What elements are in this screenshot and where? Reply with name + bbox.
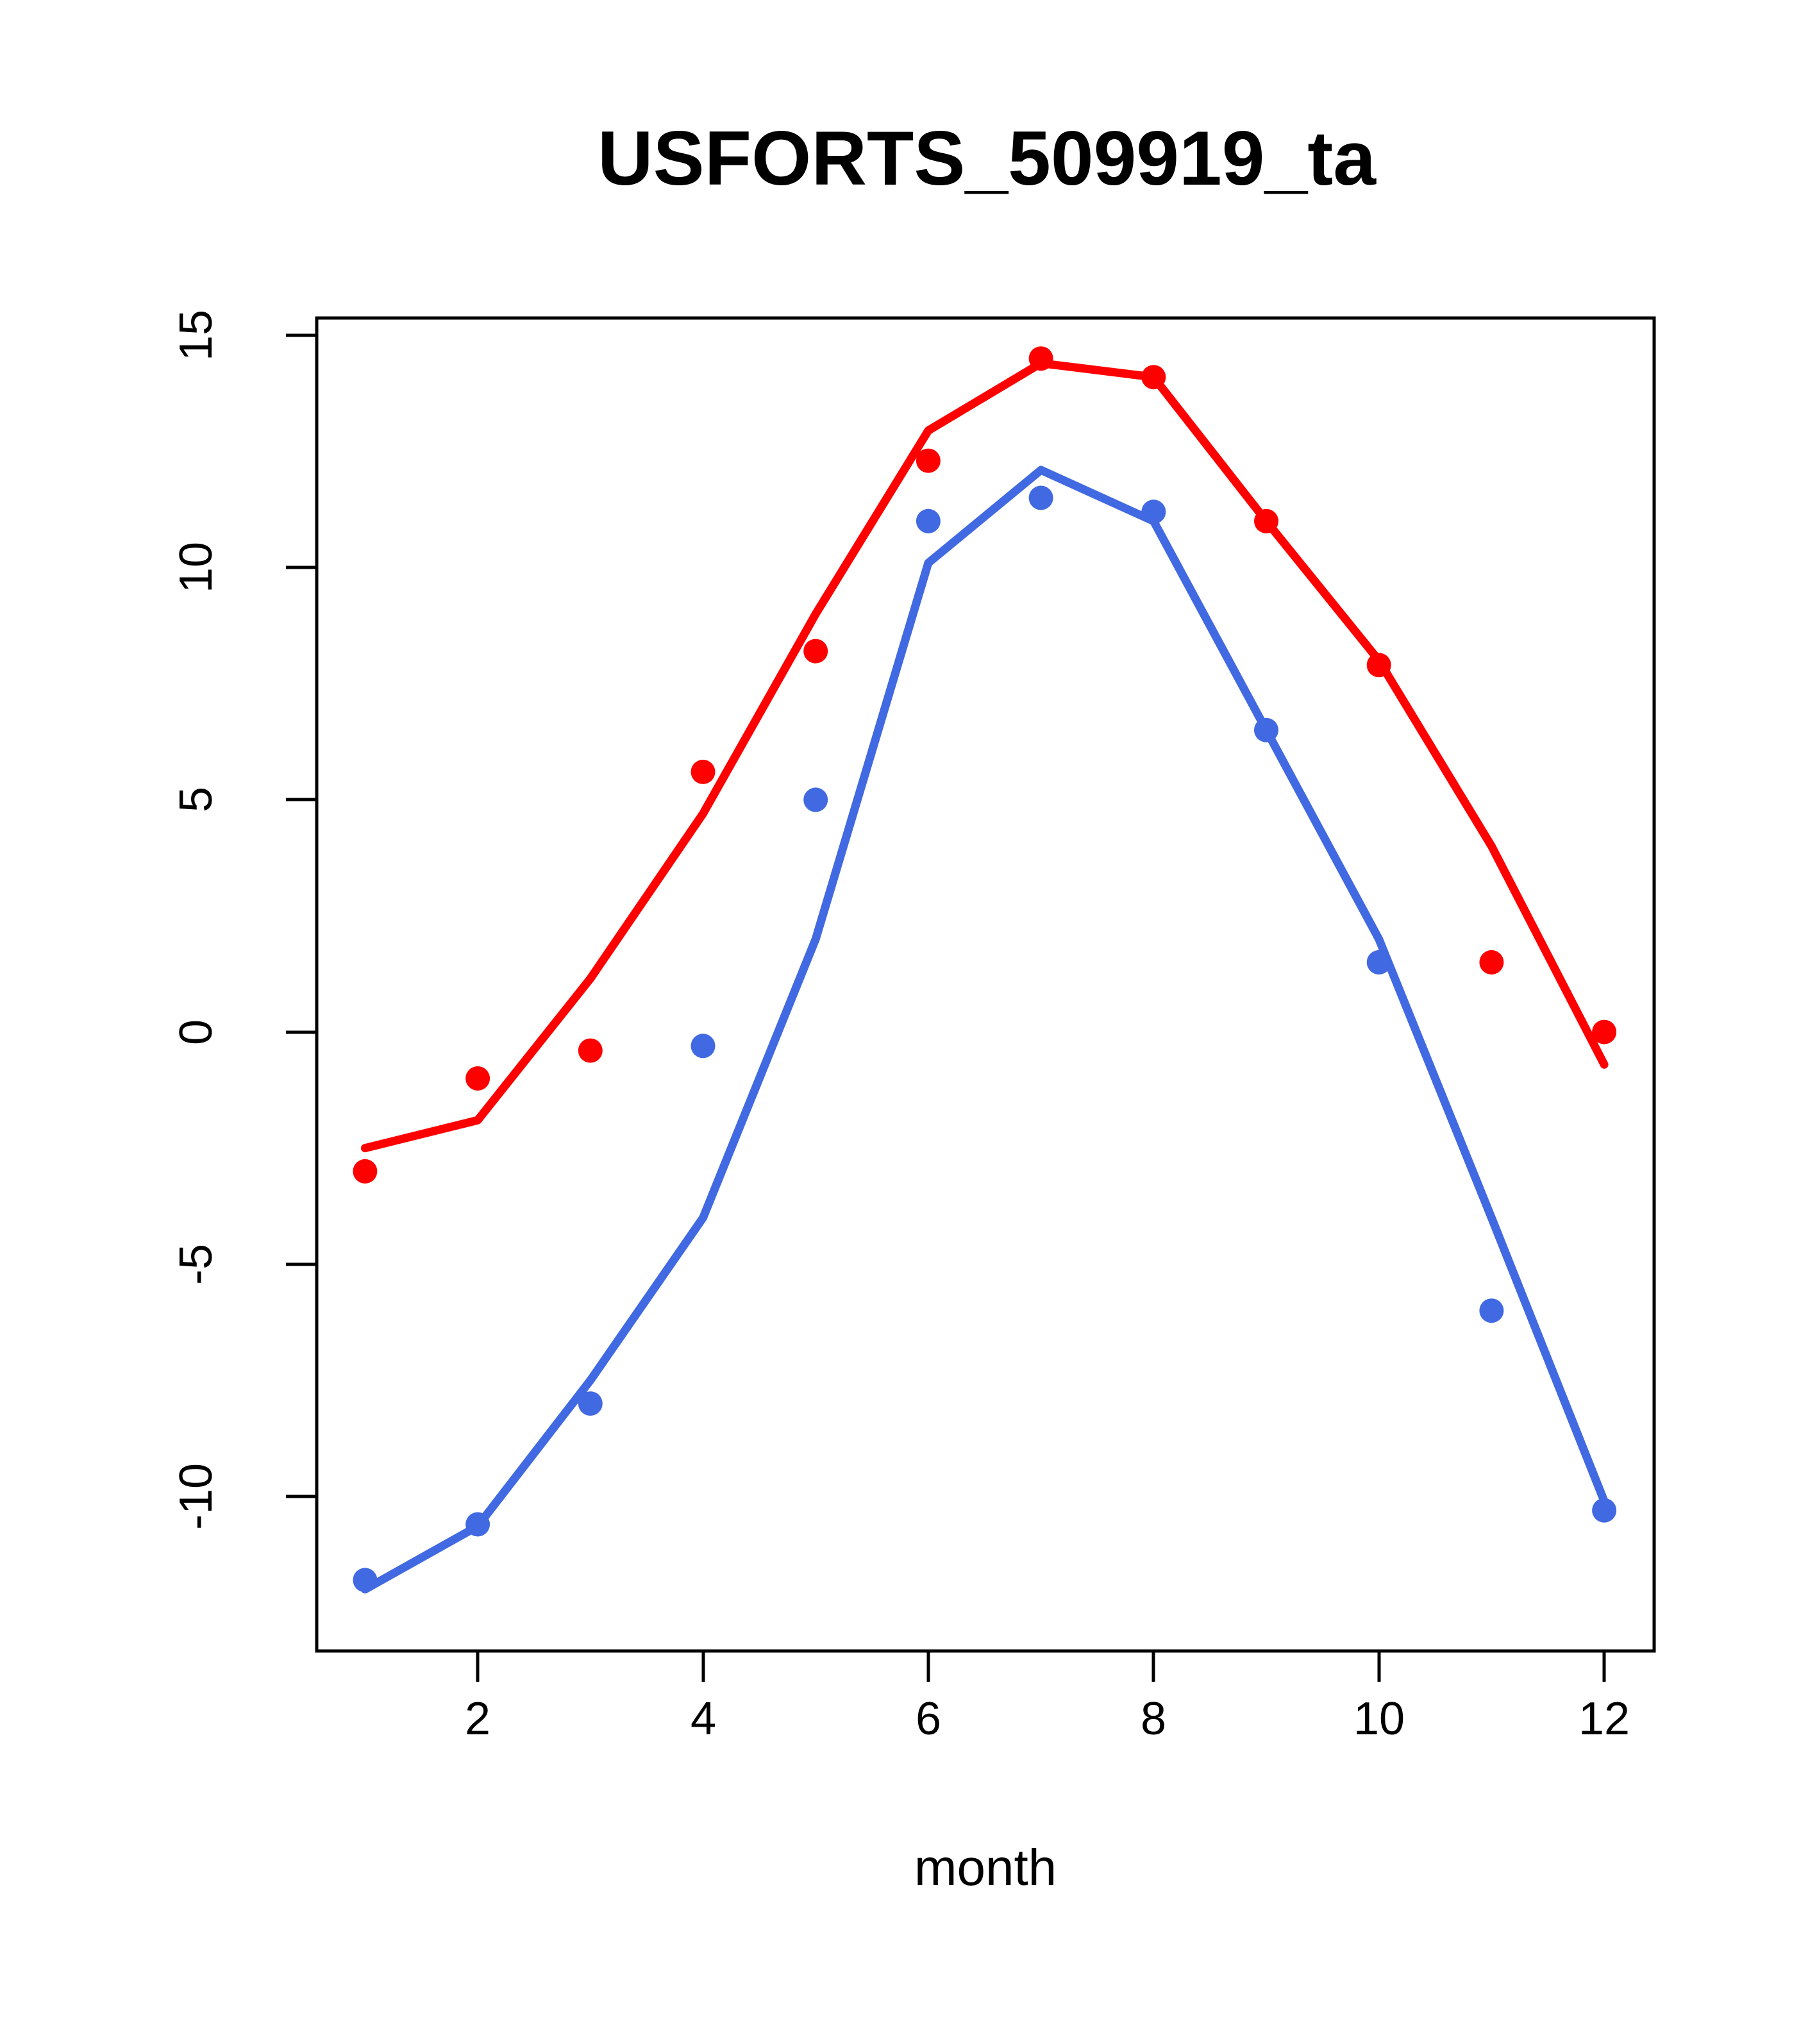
svg-text:10: 10	[1353, 1693, 1405, 1745]
svg-text:month: month	[914, 1839, 1057, 1896]
svg-text:10: 10	[171, 542, 222, 593]
svg-text:2: 2	[465, 1693, 490, 1745]
svg-text:-10: -10	[171, 1463, 222, 1530]
svg-text:0: 0	[171, 1019, 222, 1045]
svg-text:5: 5	[171, 787, 222, 812]
svg-text:12: 12	[1578, 1693, 1630, 1745]
svg-text:4: 4	[691, 1693, 716, 1745]
svg-text:8: 8	[1141, 1693, 1166, 1745]
svg-text:15: 15	[171, 310, 222, 361]
svg-text:6: 6	[916, 1693, 941, 1745]
svg-text:-5: -5	[171, 1244, 222, 1285]
svg-text:USFORTS_509919_ta: USFORTS_509919_ta	[598, 115, 1377, 201]
